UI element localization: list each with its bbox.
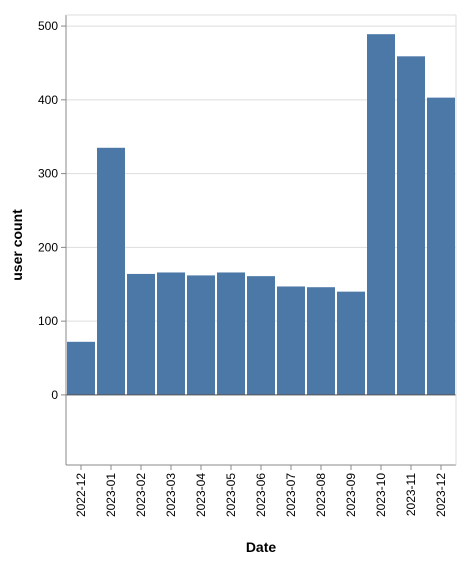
x-tick-label: 2023-07: [284, 473, 298, 517]
x-axis-title: Date: [246, 539, 277, 555]
bar: [337, 291, 365, 395]
bar: [397, 56, 425, 395]
bar: [247, 276, 275, 395]
x-tick-label: 2023-10: [374, 473, 388, 517]
x-tick-label: 2023-05: [224, 473, 238, 517]
y-tick-label: 100: [38, 314, 58, 328]
x-tick-label: 2022-12: [74, 473, 88, 517]
x-tick-label: 2023-02: [134, 473, 148, 517]
y-tick-label: 0: [51, 388, 58, 402]
bar: [97, 147, 125, 395]
bar: [217, 272, 245, 395]
y-tick-label: 300: [38, 167, 58, 181]
x-tick-label: 2023-03: [164, 473, 178, 517]
x-tick-label: 2023-01: [104, 473, 118, 517]
bar: [277, 286, 305, 395]
x-tick-label: 2023-11: [404, 473, 418, 516]
y-axis-title: user count: [9, 209, 25, 281]
axes: 0 100 200 300 400 500 2022-12 2023-01 2023-02 202…: [38, 14, 457, 517]
x-tick-label: 2023-06: [254, 473, 268, 517]
bars: [67, 34, 455, 395]
y-tick-label: 500: [38, 19, 58, 33]
x-tick-label: 2023-08: [314, 473, 328, 517]
bar: [427, 97, 455, 395]
bar: [307, 287, 335, 395]
y-tick-label: 400: [38, 93, 58, 107]
x-tick-label: 2023-12: [434, 473, 448, 517]
bar: [157, 272, 185, 395]
bar: [187, 275, 215, 395]
bar: [367, 34, 395, 395]
bar: [67, 341, 95, 395]
bar: [127, 273, 155, 395]
y-tick-label: 200: [38, 240, 58, 254]
x-tick-label: 2023-09: [344, 473, 358, 517]
x-tick-label: 2023-04: [194, 473, 208, 517]
